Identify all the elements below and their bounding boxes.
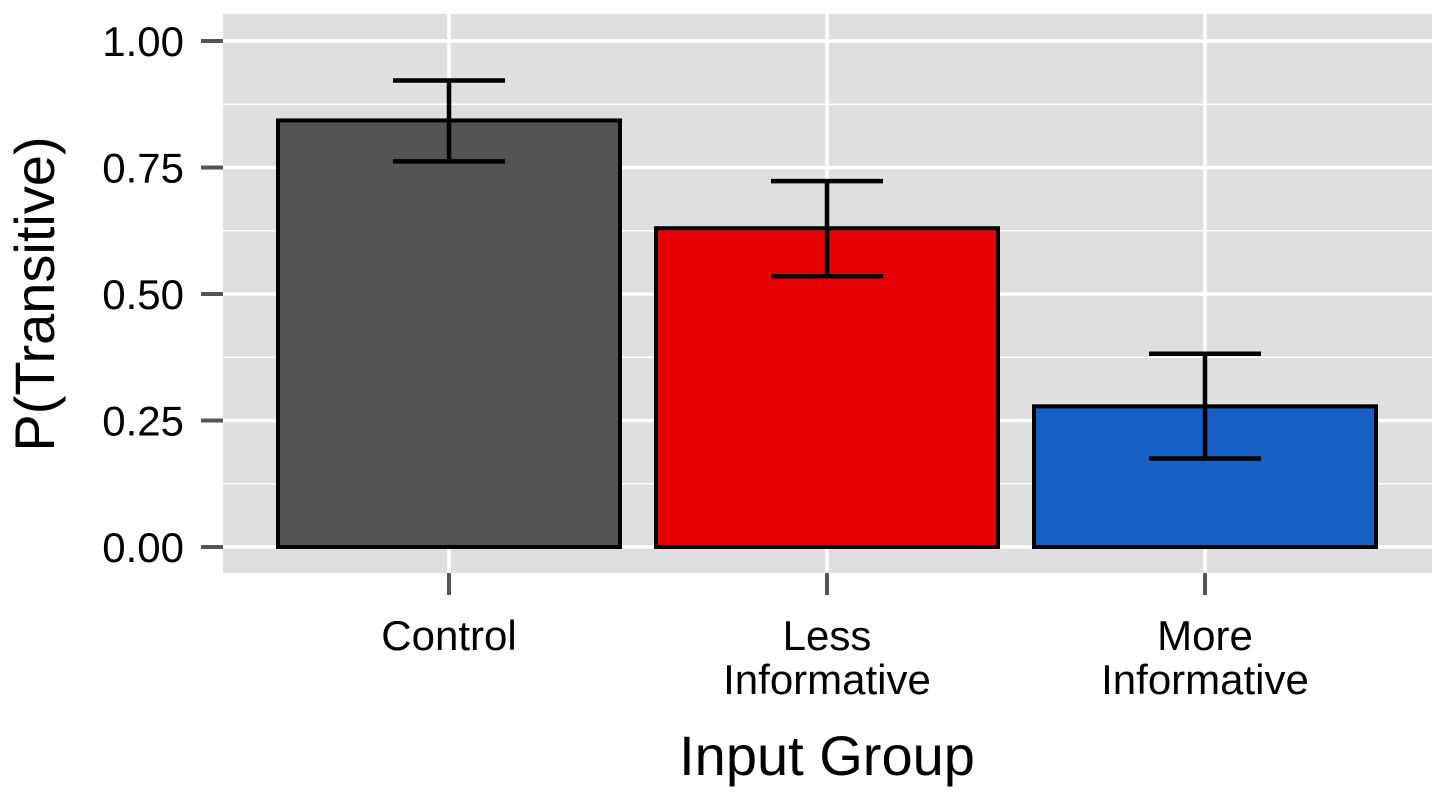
y-tick-label: 0.50 [102,271,184,318]
x-tick-label: Control [381,612,516,659]
y-axis: 0.00 0.25 0.50 0.75 1.00 [102,18,223,571]
y-tick-label: 1.00 [102,18,184,65]
x-tick-label: Less Informative [723,612,931,703]
y-tick-label: 0.75 [102,145,184,192]
y-tick-label: 0.25 [102,398,184,445]
bar [654,226,1000,549]
y-tick-label: 0.00 [102,524,184,571]
x-axis: Control Less Informative More Informative [381,573,1309,703]
x-axis-title: Input Group [679,724,975,787]
bars [276,118,1378,550]
y-axis-title: P(Transitive) [3,136,66,451]
x-tick-label: More Informative [1101,612,1309,703]
bar [276,118,622,550]
error-bars [393,78,1261,461]
